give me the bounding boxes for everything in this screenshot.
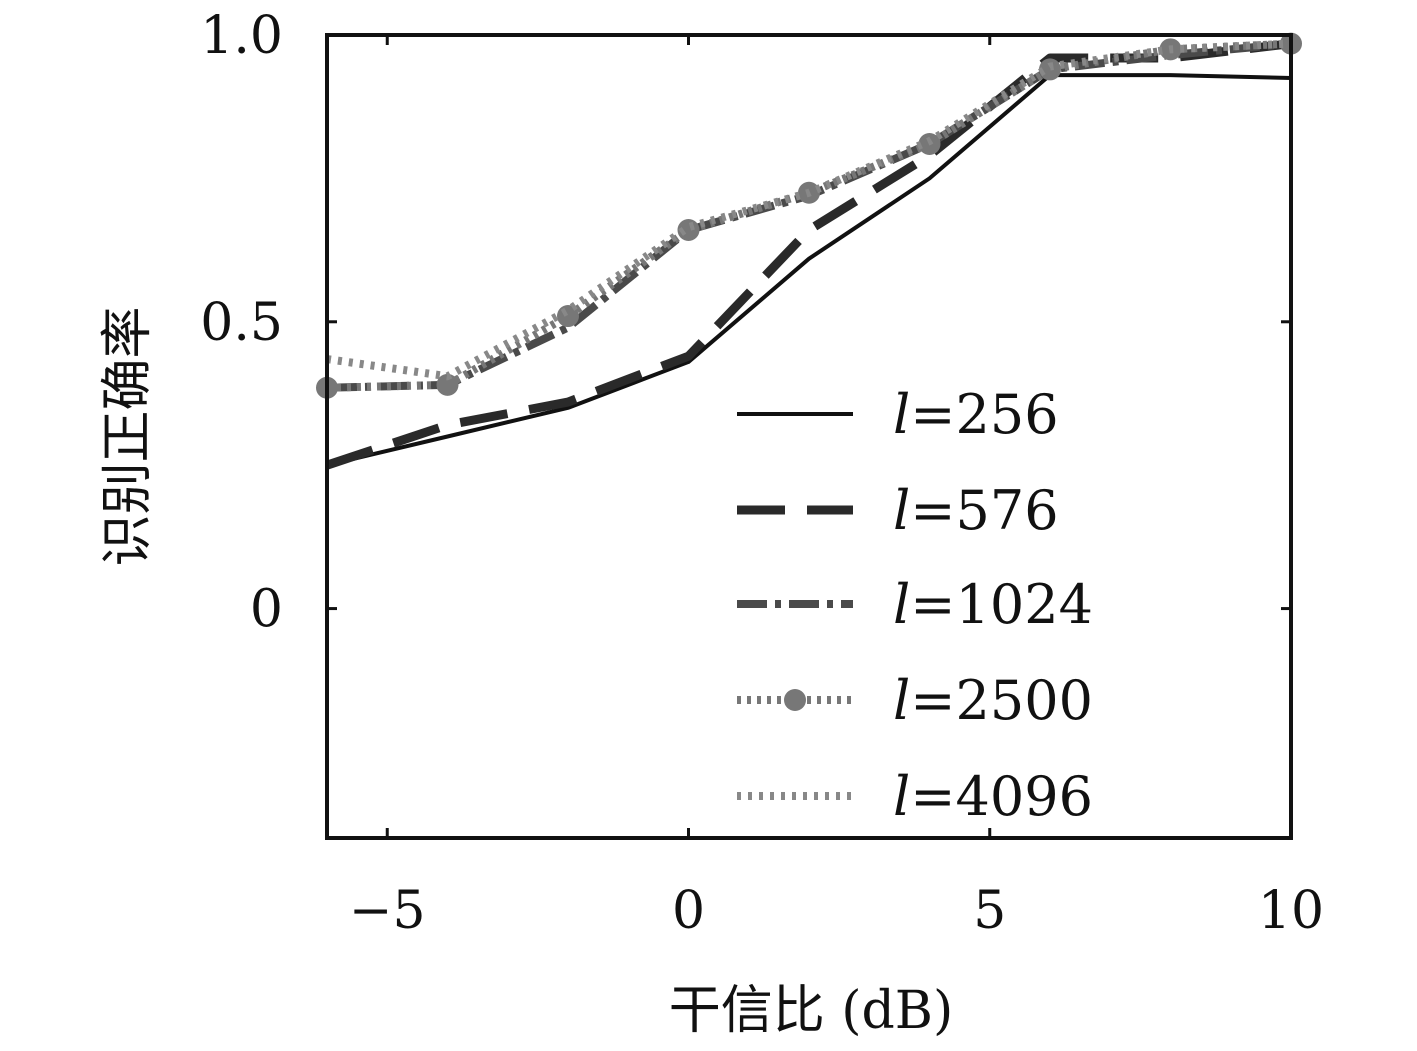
legend-label-var: l [893,479,910,542]
y-tick-label: 0 [250,580,283,640]
legend-label-var: l [893,573,910,636]
data-point-marker [1039,58,1061,81]
legend-label-var: l [893,669,910,732]
x-tick-label: 5 [973,881,1006,941]
legend-label-1: l=576 [893,479,1059,542]
legend-label-value: =576 [910,479,1058,542]
x-axis-title: 干信比 (dB) [669,981,954,1041]
series-layer [316,32,1302,470]
legend-label-4: l=4096 [893,765,1093,828]
series-line-0 [326,73,1292,468]
legend-label-value: =2500 [910,669,1093,732]
legend-label-0: l=256 [893,383,1059,446]
legend-marker [784,689,806,711]
x-tick-label: 0 [672,881,705,941]
data-point-marker [436,373,459,396]
plot-frame [325,33,1293,840]
y-tick-label: 1.0 [200,6,283,66]
legend-label-var: l [893,765,910,828]
series-line-4 [326,39,1292,381]
legend-label-2: l=1024 [893,573,1093,636]
series-line-1 [325,39,1292,470]
y-tick-label: 0.5 [200,293,283,353]
legend-label-value: =1024 [910,573,1093,636]
series-line-2 [326,39,1292,392]
legend-label-3: l=2500 [893,669,1093,732]
legend-label-var: l [893,383,910,446]
x-tick-label: −5 [349,881,426,941]
legend-label-value: =256 [910,383,1058,446]
x-tick-label: 10 [1258,881,1324,941]
ticks-layer: −5 0 5 10 0 0.5 1.0 [200,6,1324,941]
legend-label-value: =4096 [910,765,1093,828]
y-axis-title: 识别正确率 [98,306,158,566]
series-line-3 [326,39,1292,392]
